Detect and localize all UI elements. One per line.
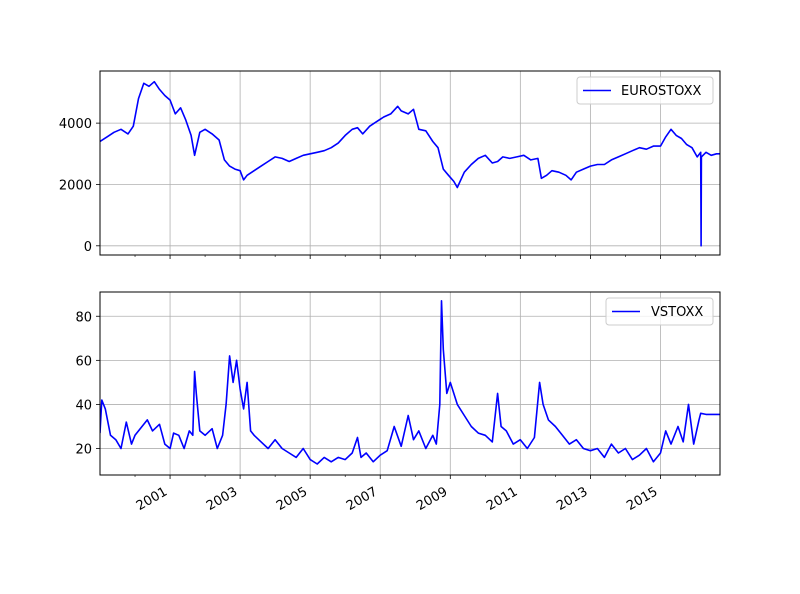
eurostoxx-axes: 0 2000 4000 EUROSTOXX [59, 70, 721, 259]
vstoxx-legend: VSTOXX [605, 297, 714, 326]
eurostoxx-legend: EUROSTOXX [576, 76, 714, 105]
vstoxx-axes-frame [99, 291, 721, 476]
y-tick-label: 40 [75, 398, 92, 413]
y-tick-label: 0 [84, 240, 92, 255]
y-tick-label: 2000 [59, 178, 92, 193]
vstoxx-y-ticks: 20 40 60 80 [75, 310, 100, 458]
eurostoxx-axes-frame [99, 70, 721, 256]
y-tick-label: 80 [75, 310, 92, 325]
eurostoxx-line [100, 80, 720, 247]
y-tick-label: 20 [75, 443, 92, 458]
eurostoxx-legend-box [576, 76, 714, 105]
eurostoxx-legend-label: EUROSTOXX [621, 84, 701, 99]
vstoxx-legend-label: VSTOXX [651, 305, 703, 320]
eurostoxx-y-ticks: 0 2000 4000 [59, 117, 100, 255]
vstoxx-line [100, 299, 720, 465]
eurostoxx-x-ticks [134, 255, 696, 259]
y-tick-label: 4000 [59, 117, 92, 132]
y-tick-label: 60 [75, 354, 92, 369]
vstoxx-legend-box [605, 297, 714, 326]
